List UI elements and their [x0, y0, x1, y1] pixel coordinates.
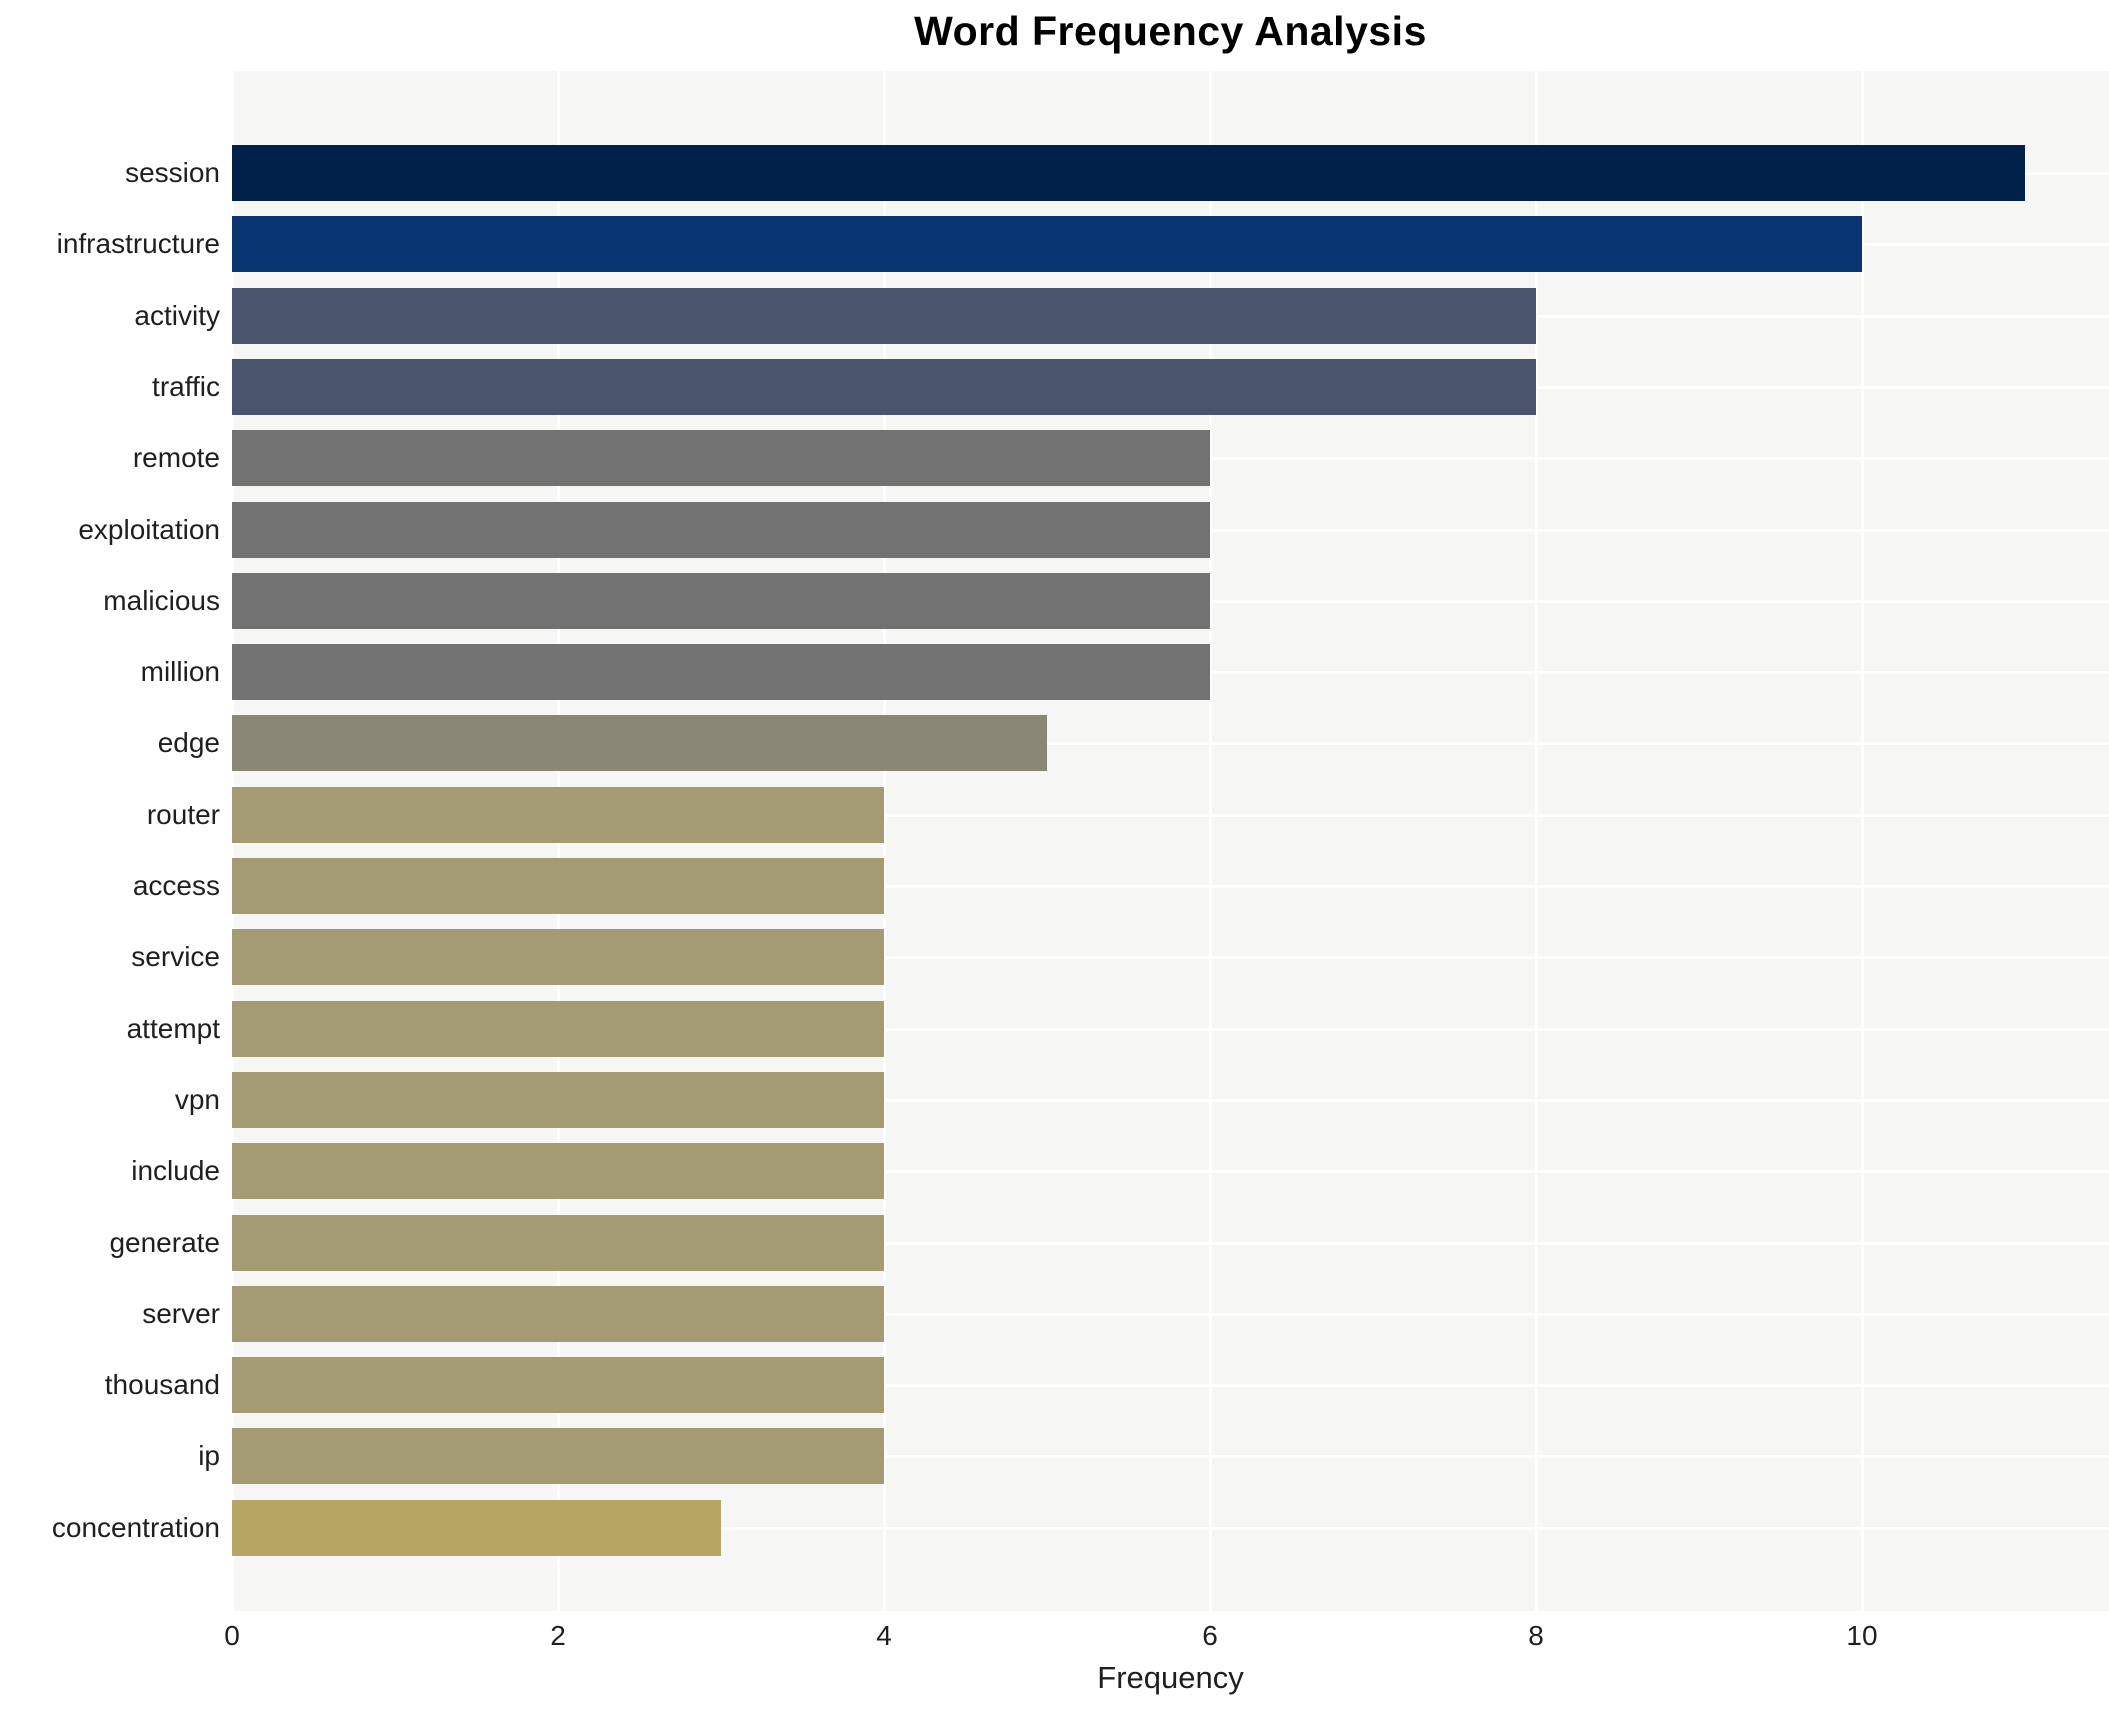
y-tick-label: ip: [198, 1440, 220, 1472]
y-tick-label: attempt: [126, 1012, 220, 1044]
bar-session: [232, 145, 2025, 201]
gridline-horizontal: [232, 1526, 2109, 1530]
gridline-horizontal: [232, 1455, 2109, 1459]
y-tick-label: access: [132, 870, 220, 901]
bar-vpn: [232, 1071, 884, 1128]
chart-title: Word Frequency Analysis: [914, 8, 1427, 54]
bar-attempt: [232, 1000, 884, 1057]
y-tick-label: session: [125, 157, 220, 188]
y-tick-label: infrastructure: [56, 228, 220, 260]
bar-malicious: [232, 572, 1210, 629]
gridline-horizontal: [232, 885, 2109, 888]
bar-server: [232, 1285, 884, 1342]
y-tick-label: traffic: [152, 370, 220, 402]
gridline-horizontal: [232, 813, 2109, 817]
bar-concentration: [232, 1499, 721, 1556]
x-tick-label: 6: [1202, 1620, 1218, 1651]
y-tick-label: generate: [109, 1226, 220, 1258]
x-tick-label: 4: [876, 1620, 892, 1651]
y-tick-label: service: [131, 941, 220, 973]
gridline-horizontal: [232, 1098, 2109, 1102]
x-tick-label: 10: [1846, 1620, 1878, 1651]
gridline-horizontal: [232, 1312, 2109, 1316]
gridline-vertical: [1209, 71, 1212, 1611]
x-tick-label: 8: [1528, 1620, 1544, 1651]
bar-remote: [232, 430, 1210, 487]
y-tick-label: exploitation: [78, 513, 220, 545]
gridline-vertical: [1535, 71, 1538, 1611]
gridline-vertical: [883, 71, 886, 1611]
bar-traffic: [232, 358, 1536, 415]
x-tick-label: 0: [224, 1620, 240, 1651]
y-tick-label: remote: [132, 442, 220, 474]
bar-ip: [232, 1428, 884, 1485]
bar-edge: [232, 715, 1047, 772]
y-tick-label: vpn: [174, 1083, 220, 1115]
bar-exploitation: [232, 501, 1210, 558]
bar-infrastructure: [232, 216, 1862, 273]
plot-area: [231, 71, 2109, 1611]
y-tick-label: malicious: [103, 584, 220, 616]
gridline-horizontal: [232, 1241, 2109, 1245]
y-tick-label: server: [142, 1297, 220, 1329]
y-tick-label: thousand: [104, 1369, 220, 1401]
bar-thousand: [232, 1357, 884, 1414]
gridline-horizontal: [232, 1384, 2109, 1388]
gridline-horizontal: [232, 956, 2109, 960]
gridline-horizontal: [232, 742, 2109, 746]
bar-activity: [232, 287, 1536, 344]
y-tick-label: million: [140, 656, 220, 688]
y-tick-label: include: [131, 1155, 220, 1187]
x-axis-title: Frequency: [1097, 1660, 1244, 1695]
gridline-horizontal: [232, 1027, 2109, 1031]
bar-generate: [232, 1214, 884, 1271]
y-tick-label: activity: [134, 299, 220, 331]
y-tick-label: concentration: [51, 1511, 220, 1543]
y-tick-label: edge: [157, 727, 220, 759]
x-tick-label: 2: [550, 1620, 566, 1651]
bar-router: [232, 786, 884, 843]
bar-million: [232, 644, 1210, 701]
bar-service: [232, 929, 884, 986]
gridline-horizontal: [232, 1170, 2109, 1174]
y-tick-label: router: [146, 798, 220, 830]
bar-access: [232, 858, 884, 914]
gridline-vertical: [1861, 71, 1864, 1611]
bar-include: [232, 1143, 884, 1200]
